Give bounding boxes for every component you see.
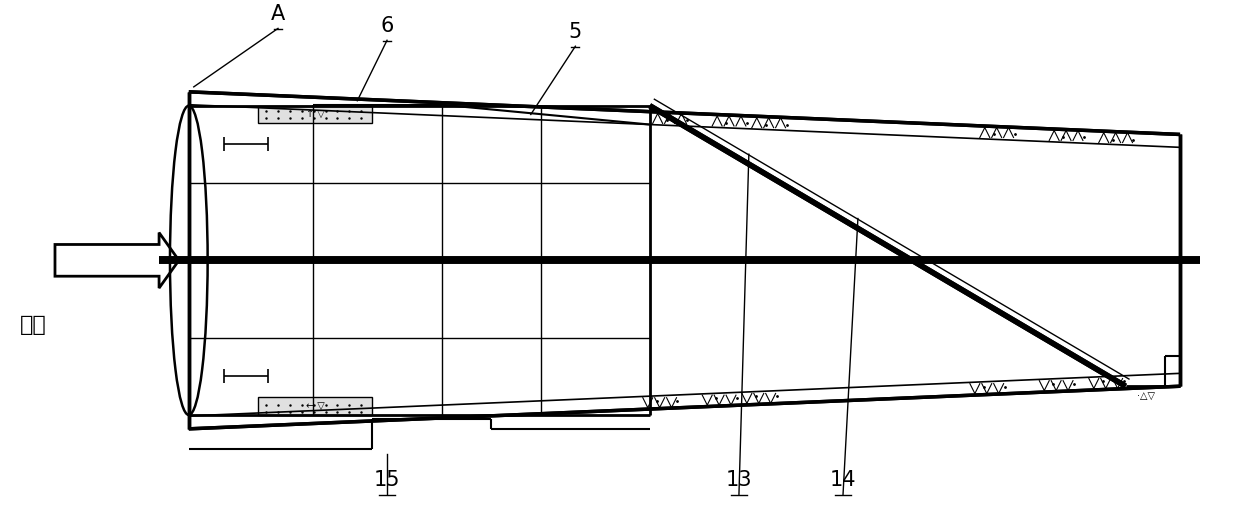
Text: A: A xyxy=(270,4,285,24)
Text: ↑ ▽: ↑ ▽ xyxy=(306,109,325,119)
Text: 6: 6 xyxy=(381,16,394,36)
Text: ← ▽: ← ▽ xyxy=(306,401,325,411)
FancyBboxPatch shape xyxy=(258,106,372,123)
Text: 15: 15 xyxy=(373,470,401,490)
Text: 14: 14 xyxy=(830,470,857,490)
Text: 水流: 水流 xyxy=(20,315,47,335)
Text: ·△▽: ·△▽ xyxy=(1137,391,1156,401)
FancyBboxPatch shape xyxy=(258,397,372,415)
Text: 13: 13 xyxy=(725,470,753,490)
Text: 5: 5 xyxy=(569,22,582,42)
